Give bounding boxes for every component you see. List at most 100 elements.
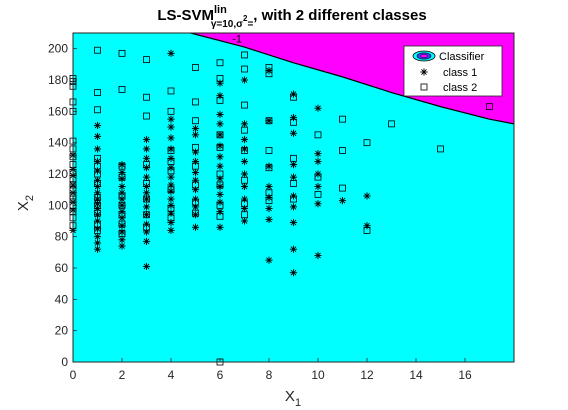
x-tick-label: 12 [360,368,374,382]
class-1-point [216,131,224,139]
legend-classifier: Classifier [439,51,485,63]
legend-class-1-marker [420,68,428,76]
class-1-point [191,131,200,139]
title-superscript: lin [214,4,227,16]
class-1-point [240,195,249,203]
class-1-point [265,215,273,224]
class-2-point [437,145,444,153]
class-1-point [142,211,151,219]
class-2-point [216,75,224,82]
class-2-point [167,214,175,222]
class-2-point [118,220,126,228]
class-1-point [167,187,175,195]
class-2-point [143,195,150,203]
class-2-point [241,211,248,219]
x-tick-label: 0 [70,368,77,382]
class-1-point [93,211,102,219]
class-2-point [216,181,224,189]
y-tick-label: 80 [55,230,69,244]
class-2-point [167,87,175,95]
class-1-point [240,145,249,153]
class-1-point [216,162,224,170]
class-2-point [363,226,371,234]
class-1-point [314,157,322,166]
class-1-point [216,110,224,119]
class-2-point [118,211,126,219]
class-2-point [265,147,273,154]
class-1-point [167,209,175,217]
class-2-point [265,189,273,197]
class-1-point [240,76,249,84]
class-1-point [289,218,298,227]
class-1-point [314,251,322,260]
class-2-point [265,164,273,172]
class-2-point [143,223,150,231]
class-1-point [216,92,224,100]
class-1-point [338,197,347,205]
legend-class-2: class 2 [443,82,477,94]
class-1-point [118,161,126,169]
y-axis-label: X2 [15,195,36,211]
class-2-point [265,70,273,78]
class-1-point [240,204,249,213]
class-2-point [265,117,273,125]
class-1-point [314,182,322,191]
class-2-point [94,194,101,201]
y-tick-label: 180 [48,73,68,87]
class-1-point [191,186,200,194]
class-1-point [118,182,126,191]
class-1-point [93,239,102,247]
class-2-point [216,96,224,104]
class-2-point [143,112,150,120]
x-tick-label: 8 [266,368,273,382]
y-tick-label: 100 [48,198,68,212]
x-tick-label: 6 [217,368,224,382]
x-tick-label: 4 [168,368,175,382]
class-2-point [290,179,297,187]
y-tick-label: 0 [61,355,68,369]
class-2-point [192,64,199,71]
class-2-point [118,86,126,93]
class-1-point [167,218,175,227]
y-tick-label: 140 [48,136,68,150]
title-main: LS-SVM [157,7,214,24]
class-1-point [240,170,249,178]
class-2-point [388,120,395,128]
class-1-point [191,211,200,219]
class-1-point [167,181,175,189]
x-tick-label: 2 [119,368,126,382]
legend-classifier-swatch [412,50,436,62]
class-1-point [191,168,200,177]
class-1-point [216,223,224,231]
class-2-point [363,139,371,147]
class-1-point [167,134,175,142]
class-2-point [167,107,175,115]
title-rest: , with 2 different classes [253,7,426,24]
class-2-point [192,143,199,151]
class-1-point [191,148,200,156]
class-1-point [167,173,175,181]
class-1-point [118,222,126,230]
class-2-point [143,211,150,219]
class-2-point [167,167,175,175]
class-1-point [289,203,298,211]
class-1-point [142,145,151,153]
class-2-point [167,205,175,212]
class-1-point [93,189,102,197]
class-1-point [118,242,126,250]
class-2-point [290,118,297,126]
class-2-point [241,101,248,109]
class-1-point [216,175,224,183]
x-tick-label: 10 [311,368,325,382]
class-1-point [142,237,151,245]
legend-class-1: class 1 [443,67,477,79]
title-sub-superscript: 2 [243,14,248,23]
class-2-point [94,209,101,217]
class-1-point [314,150,322,158]
class-1-point [289,173,298,181]
class-2-point [241,147,248,154]
class-1-point [167,123,175,131]
class-2-point [290,195,297,203]
class-2-point [94,179,101,187]
class-1-point [167,195,175,203]
